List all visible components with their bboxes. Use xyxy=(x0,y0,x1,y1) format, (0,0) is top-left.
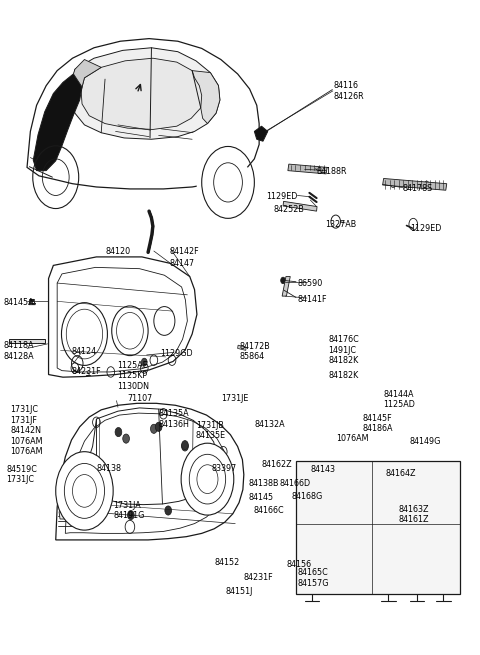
Polygon shape xyxy=(72,48,220,140)
Text: 84144A
1125AD: 84144A 1125AD xyxy=(384,390,416,409)
Text: 84124: 84124 xyxy=(72,347,96,356)
Text: 84176C
1491JC
84182K: 84176C 1491JC 84182K xyxy=(328,335,360,365)
Polygon shape xyxy=(238,345,246,350)
Text: 84191G: 84191G xyxy=(113,511,144,519)
Text: 84151J: 84151J xyxy=(226,587,253,596)
Text: 84132A: 84132A xyxy=(254,421,285,430)
Text: 84519C
1731JC: 84519C 1731JC xyxy=(6,465,37,484)
Circle shape xyxy=(156,422,162,432)
Text: 86590: 86590 xyxy=(298,278,323,288)
Text: 84252B: 84252B xyxy=(274,206,304,214)
Text: 84166D: 84166D xyxy=(279,479,311,487)
Text: 84188R: 84188R xyxy=(317,168,347,176)
Text: 84172B
85864: 84172B 85864 xyxy=(240,342,271,362)
FancyBboxPatch shape xyxy=(300,470,374,525)
Text: 84135A
84136H: 84135A 84136H xyxy=(158,409,190,429)
Circle shape xyxy=(165,506,171,515)
Text: 84168G: 84168G xyxy=(292,493,323,501)
Circle shape xyxy=(181,441,188,450)
Polygon shape xyxy=(59,510,72,519)
Text: 84156: 84156 xyxy=(287,559,312,569)
Text: 71107: 71107 xyxy=(128,394,153,403)
Circle shape xyxy=(181,443,234,515)
Text: 1731JB
84135E: 1731JB 84135E xyxy=(196,421,226,440)
Circle shape xyxy=(424,181,429,187)
Text: 84138: 84138 xyxy=(96,464,121,473)
Text: 1327AB: 1327AB xyxy=(325,219,357,229)
Polygon shape xyxy=(283,201,317,211)
Text: 84152: 84152 xyxy=(214,558,240,567)
Text: 84163Z
84161Z: 84163Z 84161Z xyxy=(399,505,430,524)
Text: 1129GD: 1129GD xyxy=(160,349,193,358)
Text: 84166C: 84166C xyxy=(253,506,284,515)
FancyBboxPatch shape xyxy=(300,523,374,588)
Circle shape xyxy=(408,181,412,187)
Circle shape xyxy=(142,358,147,366)
Text: 84143: 84143 xyxy=(311,465,336,474)
Text: 84231F: 84231F xyxy=(244,573,274,582)
Circle shape xyxy=(115,428,122,437)
Polygon shape xyxy=(282,276,290,296)
Polygon shape xyxy=(33,74,82,171)
Polygon shape xyxy=(81,58,204,130)
Circle shape xyxy=(56,452,113,530)
Text: 1731JC
1731JF
84142N
1076AM
1076AM: 1731JC 1731JF 84142N 1076AM 1076AM xyxy=(10,405,43,456)
Text: 84149G: 84149G xyxy=(410,438,441,446)
Text: 84147: 84147 xyxy=(169,259,194,268)
Text: 1125AE
1125KP
1130DN: 1125AE 1125KP 1130DN xyxy=(118,361,149,391)
Text: 84178S: 84178S xyxy=(403,185,433,193)
Text: 84141F: 84141F xyxy=(298,295,327,304)
Polygon shape xyxy=(73,60,101,87)
Text: 84165C
84157G: 84165C 84157G xyxy=(298,568,329,588)
Circle shape xyxy=(391,181,396,187)
Text: 84116
84126R: 84116 84126R xyxy=(333,81,364,101)
Text: 84145A: 84145A xyxy=(3,298,34,307)
Circle shape xyxy=(128,510,134,519)
Polygon shape xyxy=(9,339,45,343)
Text: 1731JE: 1731JE xyxy=(221,394,248,403)
Circle shape xyxy=(281,277,286,284)
Circle shape xyxy=(181,442,188,451)
Text: 84142F: 84142F xyxy=(169,246,199,255)
Text: 1731JA: 1731JA xyxy=(113,501,141,510)
Text: 84145: 84145 xyxy=(249,493,274,502)
Text: 84120: 84120 xyxy=(105,246,130,255)
Text: 1076AM: 1076AM xyxy=(336,434,368,443)
Polygon shape xyxy=(383,178,447,190)
Polygon shape xyxy=(288,164,327,174)
Circle shape xyxy=(151,424,157,434)
Circle shape xyxy=(204,460,211,470)
Text: 84138B: 84138B xyxy=(249,479,279,487)
Text: 84162Z: 84162Z xyxy=(262,460,292,468)
Text: 1129ED: 1129ED xyxy=(410,223,441,233)
Text: 83397: 83397 xyxy=(211,464,237,472)
Polygon shape xyxy=(297,462,460,594)
Text: 84182K: 84182K xyxy=(328,371,359,380)
Text: 1129ED: 1129ED xyxy=(266,193,298,201)
Text: 84231F: 84231F xyxy=(72,367,101,376)
Text: 84118A
84128A: 84118A 84128A xyxy=(3,341,34,361)
Text: 84164Z: 84164Z xyxy=(385,470,416,478)
FancyBboxPatch shape xyxy=(373,523,455,588)
Circle shape xyxy=(123,434,130,443)
FancyBboxPatch shape xyxy=(373,470,455,525)
Polygon shape xyxy=(192,71,220,124)
Polygon shape xyxy=(254,126,268,141)
Text: 84145F
84186A: 84145F 84186A xyxy=(362,414,393,433)
